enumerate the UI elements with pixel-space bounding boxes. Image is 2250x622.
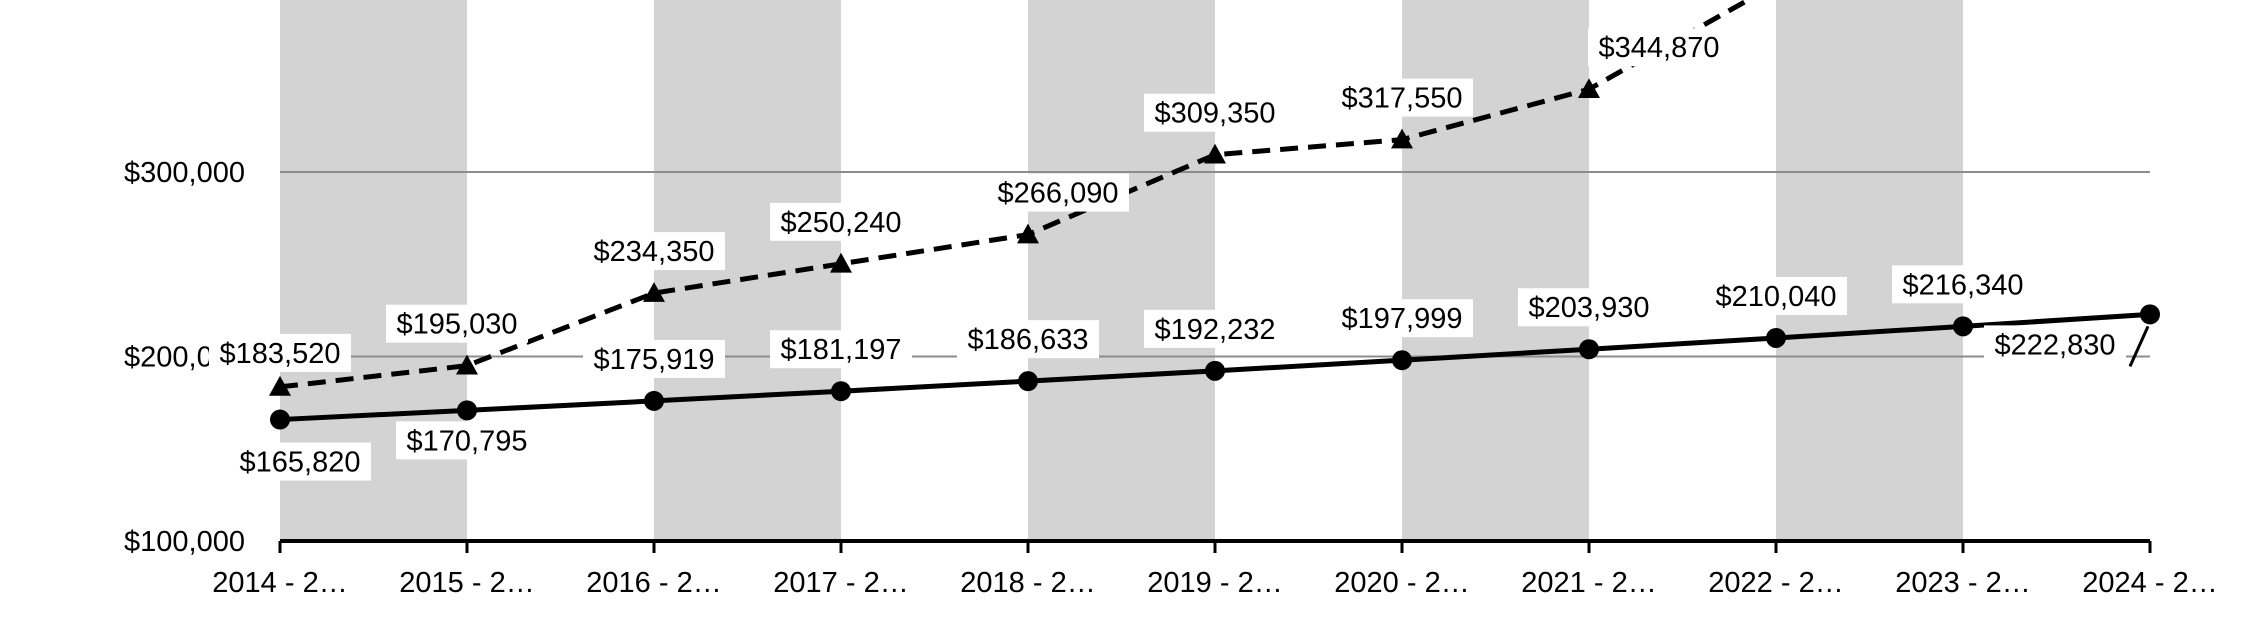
data-label: $170,795: [407, 425, 528, 457]
data-label-box: [1144, 309, 1286, 348]
data-label-box: [396, 421, 538, 460]
triangle-marker: [1391, 128, 1413, 149]
data-label: $195,030: [397, 309, 518, 341]
data-label-box: [1892, 265, 2034, 304]
data-label: $309,350: [1155, 98, 1276, 130]
data-label: $210,040: [1716, 281, 1837, 313]
x-tick-label: 2024 - 2…: [2082, 567, 2217, 599]
data-label: $266,090: [998, 178, 1119, 210]
x-tick-label: 2014 - 2…: [212, 567, 347, 599]
x-tick-label: 2021 - 2…: [1521, 567, 1656, 599]
x-tick-label: 2020 - 2…: [1334, 567, 1469, 599]
x-axis: 2014 - 2… 2015 - 2… 2016 - 2… 2017 - 2… 2018…: [212, 539, 2218, 599]
data-label-box: [1331, 299, 1473, 338]
data-label: $175,919: [594, 344, 715, 376]
data-label-box: [386, 304, 528, 343]
x-tick-label: 2023 - 2…: [1895, 567, 2030, 599]
circle-marker: [1766, 327, 1786, 348]
data-label-box: [1331, 78, 1473, 117]
data-label-box: [1984, 325, 2126, 364]
triangle-marker: [269, 375, 291, 396]
y-tick-label: $100,000: [124, 526, 245, 558]
data-label: $192,232: [1155, 314, 1276, 346]
data-label-box: [987, 173, 1129, 212]
data-label: $250,240: [781, 207, 902, 239]
data-label: $181,197: [781, 334, 902, 366]
data-label: $186,633: [968, 324, 1089, 356]
data-label-box: [770, 202, 912, 241]
x-tick-label: 2022 - 2…: [1708, 567, 1843, 599]
data-label: $183,520: [220, 338, 341, 370]
circle-marker: [2140, 304, 2160, 325]
circle-marker: [270, 409, 290, 430]
circle-marker: [1018, 371, 1038, 392]
circle-marker: [1579, 339, 1599, 360]
data-label-box: [1705, 276, 1847, 315]
triangle-marker: [1204, 143, 1226, 164]
data-label-box: [209, 333, 351, 372]
circle-marker: [457, 400, 477, 421]
x-tick-label: 2017 - 2…: [773, 567, 908, 599]
data-label: $344,870: [1599, 32, 1720, 64]
data-label: $165,820: [240, 447, 361, 479]
data-label-box: [1144, 93, 1286, 132]
triangle-marker: [1578, 78, 1600, 99]
data-label-box: [770, 330, 912, 369]
data-label: $222,830: [1995, 329, 2116, 361]
x-tick-label: 2019 - 2…: [1147, 567, 1282, 599]
series-markers: [269, 78, 2160, 430]
data-label-box: [1588, 28, 1730, 67]
x-tick-label: 2015 - 2…: [399, 567, 534, 599]
circle-marker: [831, 381, 851, 402]
triangle-marker: [456, 354, 478, 375]
data-label-box: [957, 320, 1099, 359]
circle-marker: [644, 390, 664, 411]
data-label: $216,340: [1903, 269, 2024, 301]
triangle-marker: [830, 252, 852, 273]
data-label-box: [583, 232, 725, 271]
data-label: $197,999: [1342, 303, 1463, 335]
label-leader-line: [2128, 325, 2150, 367]
triangle-marker: [643, 282, 665, 302]
data-labels: $183,520 $195,030 $234,350 $250,240 $266,090…: [209, 28, 2150, 481]
circle-marker: [1392, 350, 1412, 371]
circle-marker: [1205, 360, 1225, 381]
triangle-marker: [1017, 223, 1039, 244]
data-label: $203,930: [1529, 292, 1650, 324]
y-tick-label: $300,000: [124, 157, 245, 189]
x-tick-label: 2016 - 2…: [586, 567, 721, 599]
x-tick-label: 2018 - 2…: [960, 567, 1095, 599]
background-band: [1028, 0, 1215, 541]
background-bands: [280, 0, 1963, 541]
data-label-box: [583, 339, 725, 378]
circle-marker: [1953, 316, 1973, 337]
y-axis: $100,000$200,000$300,000: [124, 157, 245, 558]
data-label-box: [229, 442, 371, 481]
data-label: $234,350: [594, 236, 715, 268]
data-label-box: [1518, 288, 1660, 327]
data-label: $317,550: [1342, 83, 1463, 115]
